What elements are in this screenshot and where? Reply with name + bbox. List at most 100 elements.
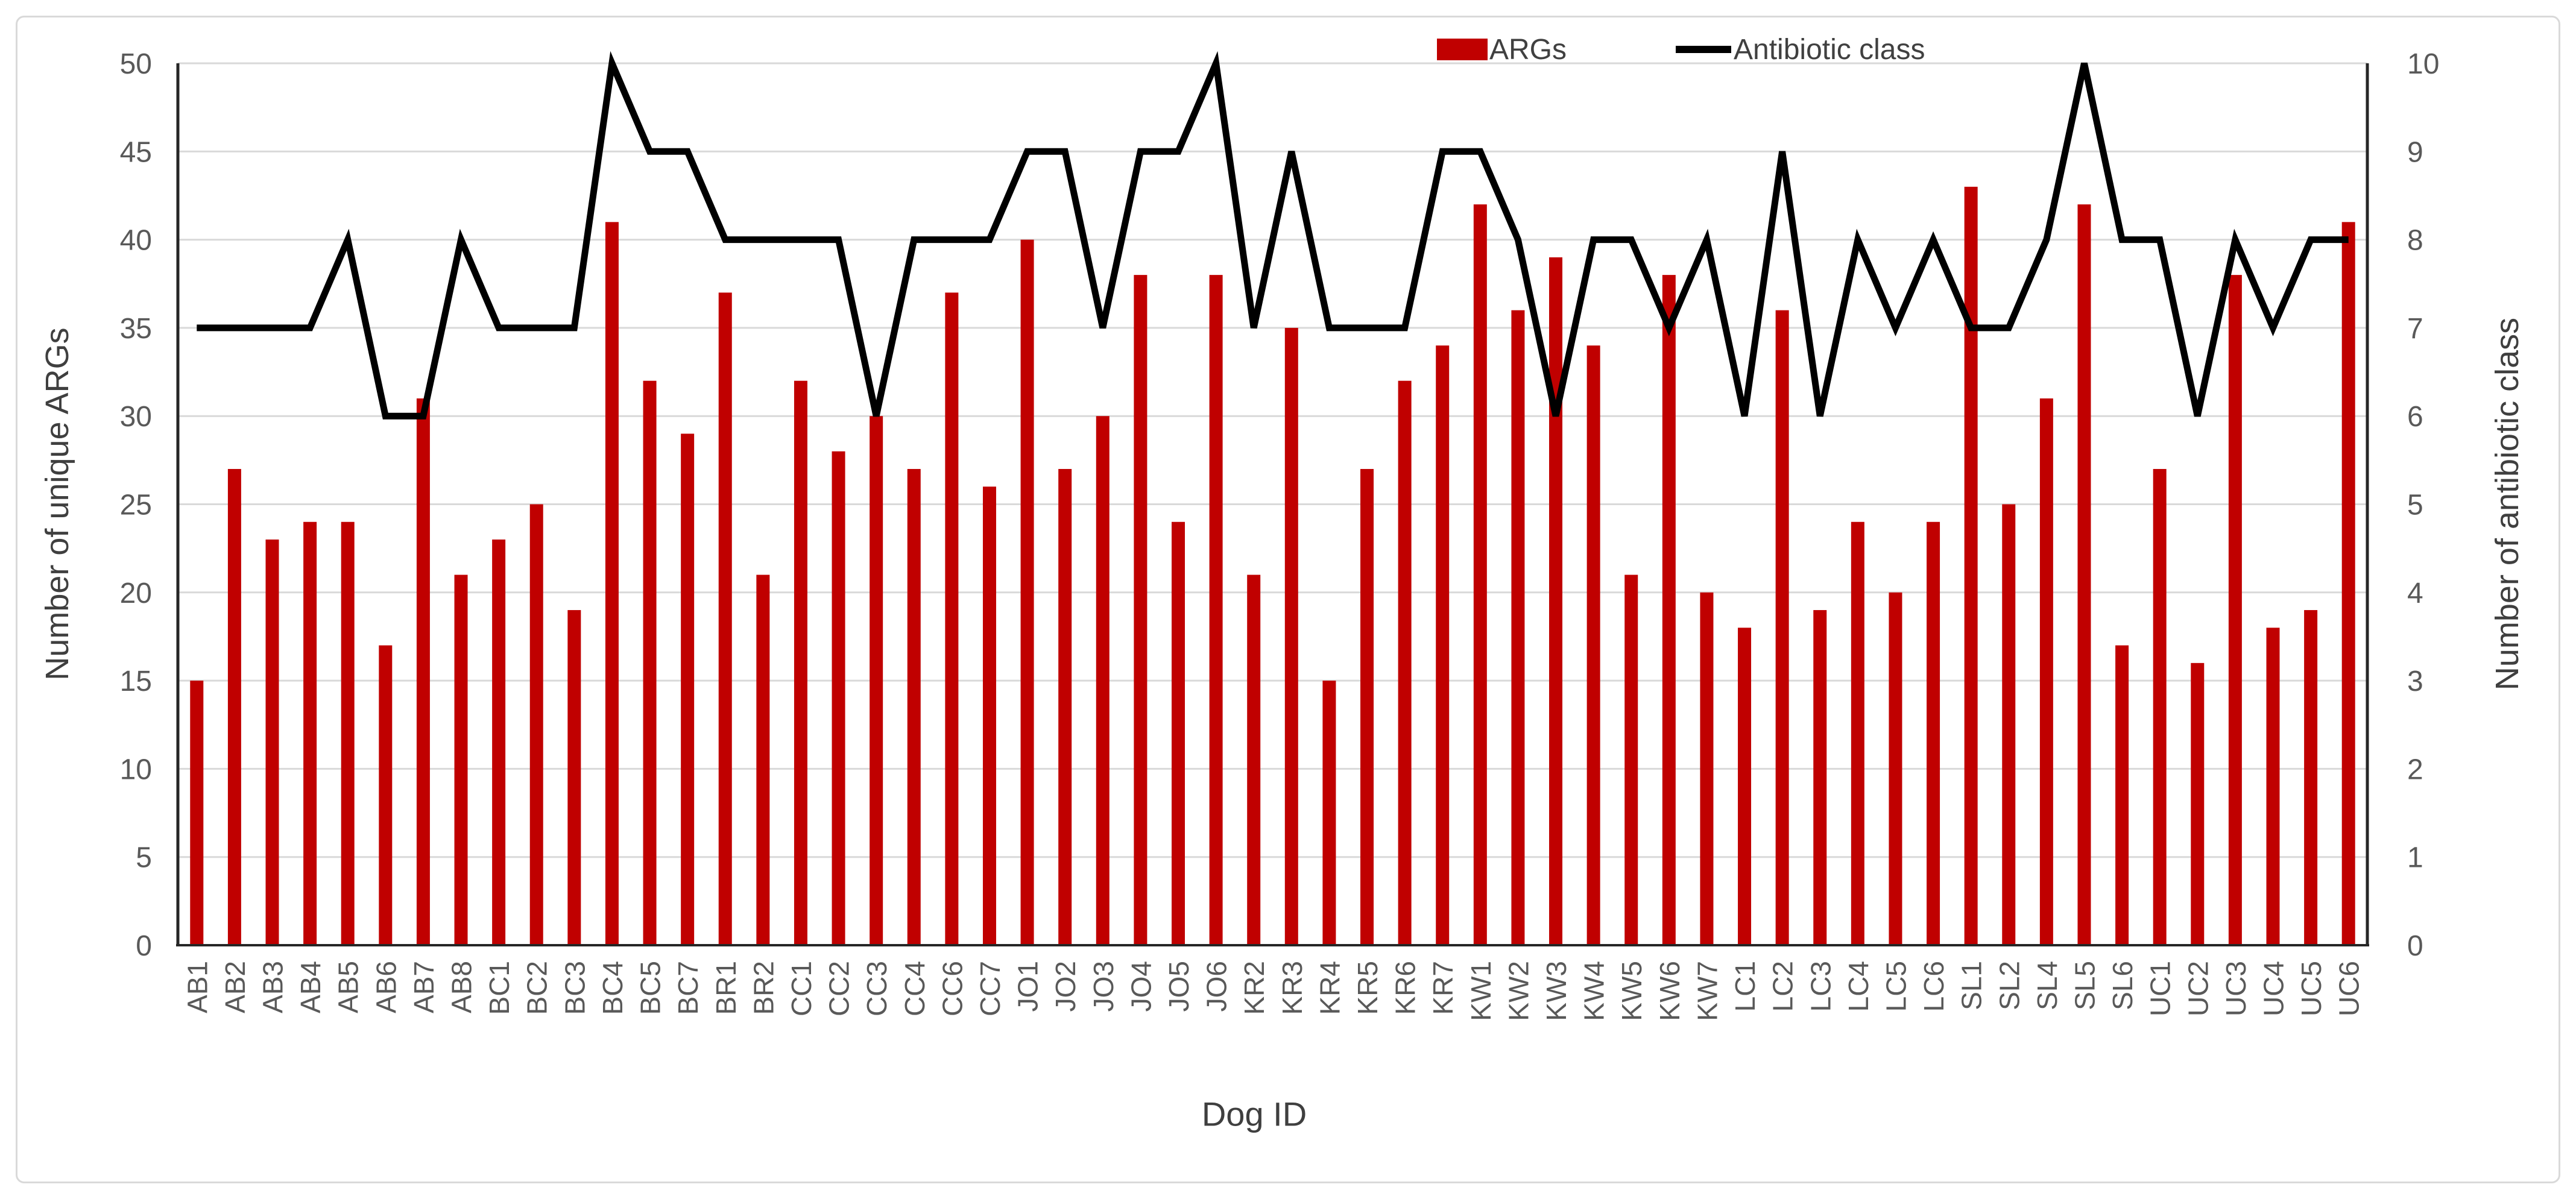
bar-LC1 xyxy=(1738,628,1752,945)
right-axis-tick-label: 8 xyxy=(2407,225,2423,257)
bar-LC4 xyxy=(1851,521,1864,945)
x-tick-label-LC4: LC4 xyxy=(1843,961,1874,1012)
x-tick-label-AB5: AB5 xyxy=(333,961,364,1013)
bar-JO1 xyxy=(1020,239,1034,946)
bar-KR6 xyxy=(1398,380,1412,945)
bar-JO5 xyxy=(1171,521,1185,945)
bar-BC5 xyxy=(643,380,657,945)
bar-KW7 xyxy=(1700,592,1714,945)
x-tick-label-BC3: BC3 xyxy=(559,961,590,1015)
bar-KW4 xyxy=(1586,345,1600,945)
x-tick-label-KW3: KW3 xyxy=(1541,961,1572,1021)
left-axis-title: Number of unique ARGs xyxy=(39,327,75,681)
x-tick-label-AB2: AB2 xyxy=(219,961,251,1013)
x-tick-label-KW4: KW4 xyxy=(1579,961,1610,1021)
left-axis-tick-label: 50 xyxy=(120,48,152,80)
x-tick-label-KR3: KR3 xyxy=(1277,961,1308,1015)
bar-SL4 xyxy=(2039,398,2053,945)
left-axis-tick-label: 30 xyxy=(120,401,152,433)
x-tick-label-JO4: JO4 xyxy=(1125,961,1157,1012)
bar-UC4 xyxy=(2266,628,2280,945)
x-tick-label-CC2: CC2 xyxy=(824,961,855,1016)
antibiotic-class-line-swatch-icon xyxy=(1676,46,1731,53)
x-tick-label-JO3: JO3 xyxy=(1088,961,1119,1012)
bar-SL1 xyxy=(1964,186,1978,945)
bar-KW2 xyxy=(1511,310,1525,945)
bar-UC5 xyxy=(2304,610,2318,945)
x-tick-label-KW7: KW7 xyxy=(1691,961,1723,1021)
right-axis-tick-label: 1 xyxy=(2407,842,2423,874)
args-bar-swatch-icon xyxy=(1437,39,1488,60)
right-axis-tick-label: 7 xyxy=(2407,313,2423,345)
bar-KR5 xyxy=(1360,468,1374,945)
bar-AB2 xyxy=(227,468,241,945)
left-axis-tick-label: 10 xyxy=(120,754,152,785)
x-tick-label-LC5: LC5 xyxy=(1880,961,1911,1012)
legend-label-args: ARGs xyxy=(1489,33,1567,66)
x-tick-label-KW6: KW6 xyxy=(1654,961,1685,1021)
bar-LC2 xyxy=(1775,310,1789,945)
bar-KR2 xyxy=(1247,574,1261,945)
bar-KW1 xyxy=(1473,204,1487,946)
right-axis-tick-label: 5 xyxy=(2407,489,2423,521)
x-tick-label-BC2: BC2 xyxy=(522,961,553,1015)
bar-UC3 xyxy=(2228,275,2242,945)
left-axis-tick-label: 20 xyxy=(120,577,152,609)
x-tick-label-BC1: BC1 xyxy=(484,961,515,1015)
left-axis-tick-label: 5 xyxy=(136,842,152,874)
antibiotic-class-line xyxy=(197,51,2349,420)
bar-AB3 xyxy=(265,540,279,945)
bar-UC2 xyxy=(2191,662,2205,945)
x-tick-label-SL1: SL1 xyxy=(1956,961,1987,1010)
bar-LC3 xyxy=(1813,610,1827,945)
bar-BC3 xyxy=(567,610,581,945)
bar-LC5 xyxy=(1889,592,1902,945)
right-axis-tick-label: 9 xyxy=(2407,136,2423,168)
x-tick-label-UC1: UC1 xyxy=(2145,961,2176,1016)
x-tick-label-KW2: KW2 xyxy=(1503,961,1534,1021)
bar-BC4 xyxy=(605,222,619,946)
bar-BC2 xyxy=(529,504,543,945)
x-tick-label-BR1: BR1 xyxy=(710,961,742,1015)
bar-JO6 xyxy=(1209,275,1223,945)
left-axis-tick-label: 40 xyxy=(120,225,152,257)
x-tick-label-UC3: UC3 xyxy=(2220,961,2252,1016)
x-tick-label-JO6: JO6 xyxy=(1201,961,1233,1012)
x-tick-label-LC3: LC3 xyxy=(1805,961,1836,1012)
x-tick-label-CC4: CC4 xyxy=(899,961,930,1016)
bar-CC6 xyxy=(945,292,959,945)
x-tick-label-KR2: KR2 xyxy=(1239,961,1270,1015)
x-tick-label-SL6: SL6 xyxy=(2107,961,2138,1010)
x-tick-label-KR4: KR4 xyxy=(1314,961,1345,1015)
bar-AB8 xyxy=(454,574,468,945)
bar-BR1 xyxy=(718,292,732,945)
right-axis-tick-label: 0 xyxy=(2407,930,2423,962)
x-tick-label-JO2: JO2 xyxy=(1050,961,1081,1012)
bar-CC7 xyxy=(982,486,996,945)
x-tick-label-KR6: KR6 xyxy=(1390,961,1421,1015)
bar-AB6 xyxy=(379,645,393,945)
bar-CC3 xyxy=(870,416,883,945)
legend-label-antibiotic-class: Antibiotic class xyxy=(1734,33,1925,66)
x-tick-label-JO1: JO1 xyxy=(1012,961,1044,1012)
bar-UC6 xyxy=(2341,222,2355,946)
x-tick-label-AB7: AB7 xyxy=(408,961,440,1013)
bar-BC1 xyxy=(492,540,506,945)
left-axis-tick-label: 25 xyxy=(120,489,152,521)
right-axis-tick-label: 4 xyxy=(2407,577,2423,609)
bar-KW5 xyxy=(1624,574,1638,945)
x-tick-label-CC3: CC3 xyxy=(861,961,892,1016)
right-axis-tick-label: 6 xyxy=(2407,401,2423,433)
x-tick-label-SL5: SL5 xyxy=(2069,961,2100,1010)
x-tick-label-BC4: BC4 xyxy=(597,961,628,1015)
bar-BC7 xyxy=(681,433,695,945)
bar-BR2 xyxy=(756,574,770,945)
x-tick-label-CC6: CC6 xyxy=(936,961,968,1016)
x-tick-label-CC7: CC7 xyxy=(974,961,1006,1016)
x-tick-label-KW1: KW1 xyxy=(1465,961,1497,1021)
x-tick-label-KW5: KW5 xyxy=(1616,961,1647,1021)
bar-AB4 xyxy=(303,521,317,945)
bar-KR4 xyxy=(1322,681,1336,945)
right-axis-tick-label: 3 xyxy=(2407,666,2423,697)
